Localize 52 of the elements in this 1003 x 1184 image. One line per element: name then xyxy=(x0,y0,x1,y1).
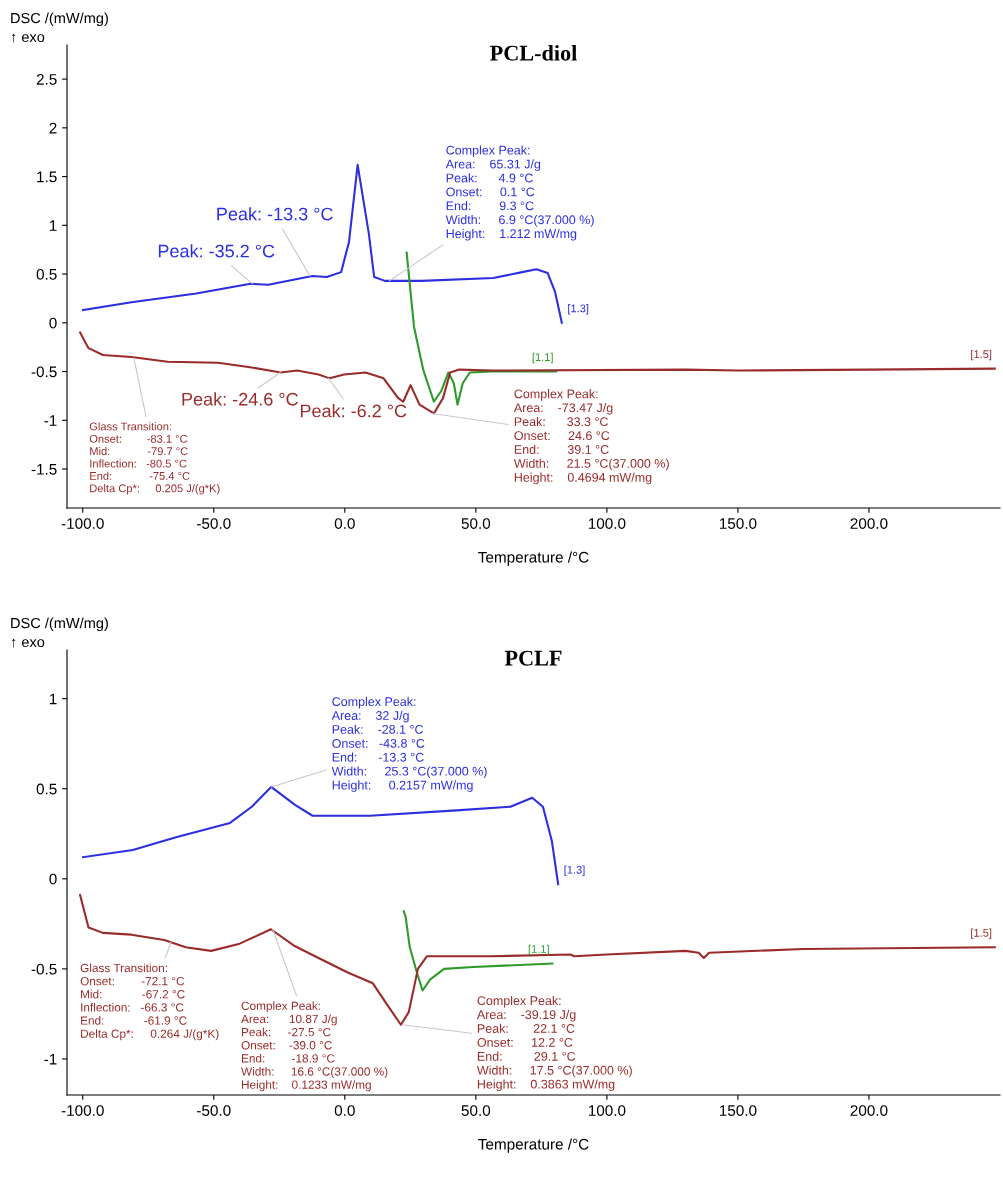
x-tick-label: 100.0 xyxy=(588,1105,626,1116)
y-axis-title: DSC /(mW/mg) ↑ exo xyxy=(11,617,108,648)
y-tick-label: -1.5 xyxy=(31,464,57,475)
x-tick-label: -100.0 xyxy=(61,1105,104,1116)
annotation: Peak: -24.6 °C xyxy=(182,392,298,406)
x-tick-label: -50.0 xyxy=(197,518,231,529)
annotation: Complex Peak: Area: 65.31 J/g Peak: 4.9 °C Onset: 0.1 °C End: 9.3 °C Width: 6.9 °C(37.000 %) Height: 1.212 mW/mg xyxy=(445,145,594,241)
annotation: Complex Peak: Area: 10.87 J/g Peak: -27.5 °C Onset: -39.0 °C End: -18.9 °C Width: 16.6 °C(37.000 %) Height: 0.1233 mW/mg xyxy=(241,1001,388,1092)
annotation: Glass Transition: Onset: -83.1 °C Mid: -79.7 °C Inflection: -80.5 °C End: -75.4 °C Delta Cp*: 0.205 J/(g*K) xyxy=(89,422,220,495)
series-label: [1.1] xyxy=(532,352,553,364)
x-tick-label: 150.0 xyxy=(719,518,757,529)
y-tick-label: 1.5 xyxy=(37,171,57,183)
x-axis-title: Temperature /°C xyxy=(478,551,589,566)
y-tick-label: 0 xyxy=(49,317,57,329)
y-tick-label: -1 xyxy=(44,1053,57,1065)
series-label: [1.3] xyxy=(564,865,585,876)
x-axis-title: Temperature /°C xyxy=(478,1138,589,1153)
y-axis-title: DSC /(mW/mg) ↑ exo xyxy=(11,12,108,43)
y-tick-label: -0.5 xyxy=(31,963,57,975)
x-tick-label: 50.0 xyxy=(461,518,491,529)
y-tick-label: 1 xyxy=(49,220,57,231)
y-tick-label: 1 xyxy=(49,693,57,705)
series-label: [1.5] xyxy=(971,349,992,361)
x-tick-label: 50.0 xyxy=(461,1105,491,1116)
chart-title: PCL-diol xyxy=(490,45,577,61)
y-tick-label: 2 xyxy=(49,122,57,134)
x-tick-label: -50.0 xyxy=(197,1105,231,1116)
annotation: Peak: -13.3 °C xyxy=(217,207,333,221)
series-label: [1.3] xyxy=(568,304,589,315)
annotation: Complex Peak: Area: 32 J/g Peak: -28.1 °C Onset: -43.8 °C End: -13.3 °C Width: 25.3 °C(37.000 %) Height: 0.2157 mW/mg xyxy=(331,696,487,792)
series-label: [1.5] xyxy=(971,928,992,939)
x-tick-label: 200.0 xyxy=(850,518,888,529)
chart-title: PCLF xyxy=(504,650,562,666)
annotation: Peak: -35.2 °C xyxy=(158,244,275,258)
series-label: [1.1] xyxy=(528,944,549,956)
x-tick-label: 0.0 xyxy=(334,518,355,529)
x-tick-label: 150.0 xyxy=(719,1105,757,1116)
y-tick-label: -1 xyxy=(44,415,57,426)
y-tick-label: 2.5 xyxy=(36,73,57,85)
annotation: Complex Peak: Area: -39.19 J/g Peak: 22.1 °C Onset: 12.2 °C End: 29.1 °C Width: 17.5 °C(37.000 %) Height: 0.3863 mW/mg xyxy=(476,995,632,1092)
x-tick-label: 200.0 xyxy=(850,1105,888,1116)
annotation: Complex Peak: Area: -73.47 J/g Peak: 33.3 °C Onset: 24.6 °C End: 39.1 °C Width: 21.5 °C(37.000 %) Height: 0.4694 mW/mg xyxy=(513,389,669,485)
y-tick-label: 0.5 xyxy=(36,268,57,280)
y-tick-label: -0.5 xyxy=(31,366,57,378)
y-tick-label: 0 xyxy=(49,873,57,885)
x-tick-label: -100.0 xyxy=(61,518,104,529)
x-tick-label: 0.0 xyxy=(334,1105,355,1116)
y-tick-label: 0.5 xyxy=(36,783,57,795)
annotation: Peak: -6.2 °C xyxy=(300,404,407,418)
line-series xyxy=(402,910,554,992)
annotation: Glass Transition: Onset: -72.1 °C Mid: -67.2 °C Inflection: -66.3 °C End: -61.9 °C Delta Cp*: 0.264 J/(g*K) xyxy=(80,963,219,1041)
x-tick-label: 100.0 xyxy=(588,518,626,529)
